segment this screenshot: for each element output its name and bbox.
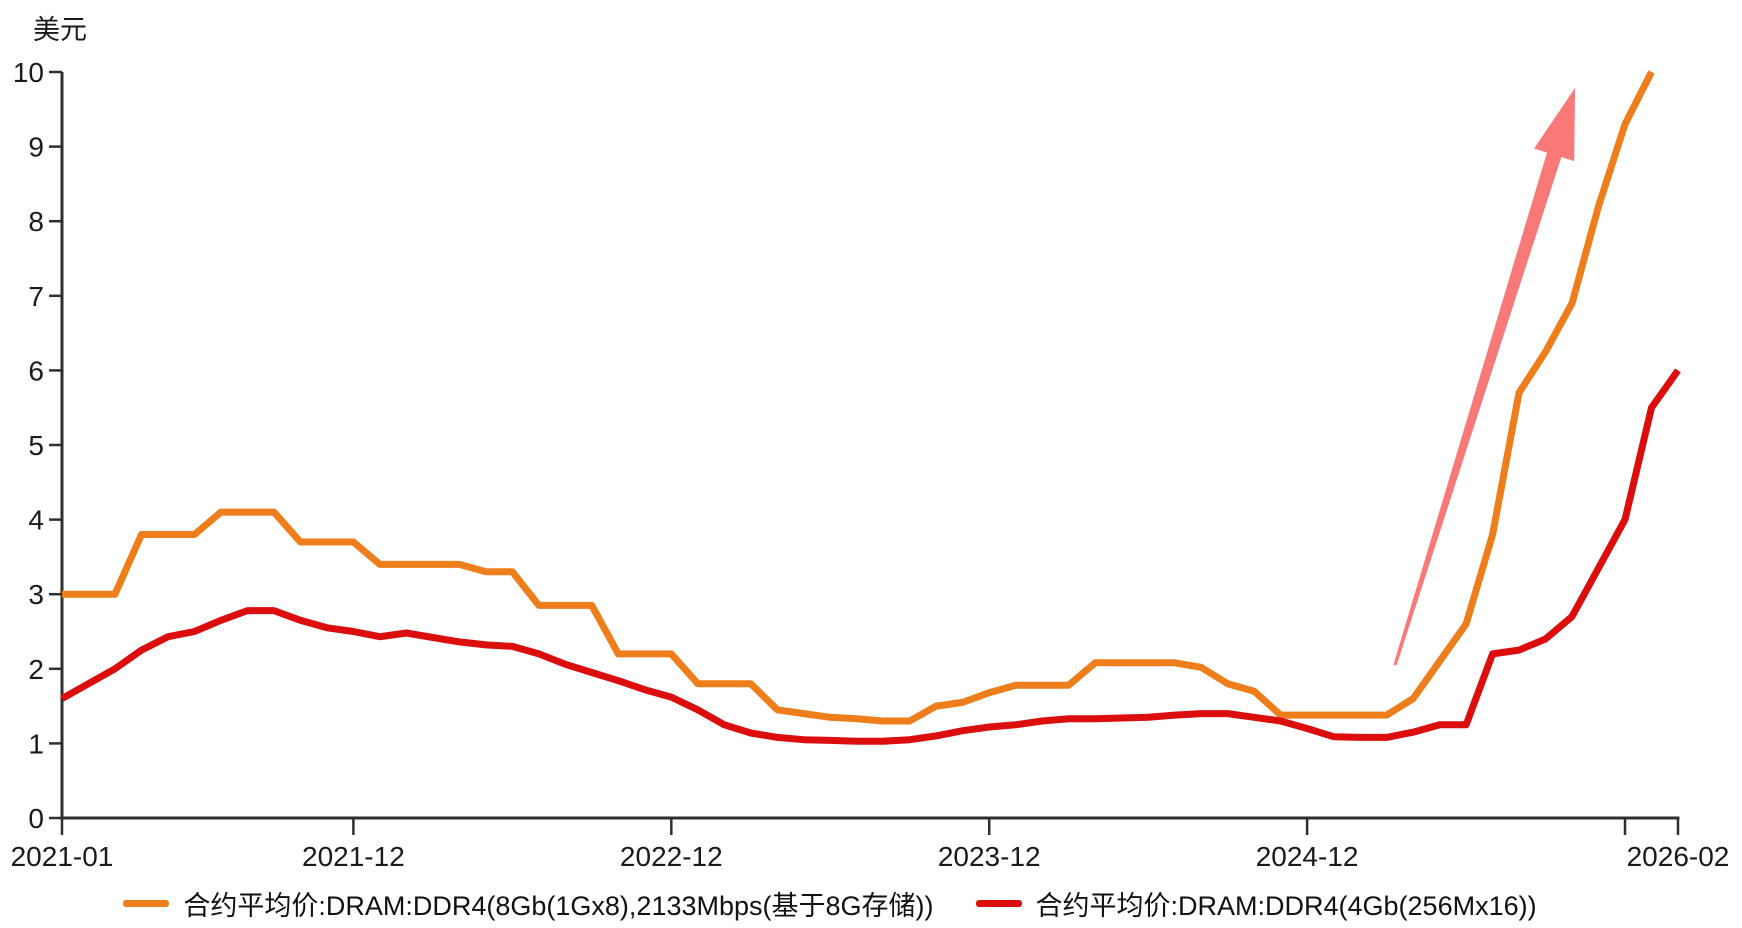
legend-label-ddr4-8gb: 合约平均价:DRAM:DDR4(8Gb(1Gx8),2133Mbps(基于8G存… — [183, 891, 934, 921]
y-tick-label: 9 — [28, 132, 44, 163]
legend-swatch-orange-icon — [123, 900, 170, 907]
series-line-ddr4-8gb — [62, 70, 1655, 725]
legend-item-ddr4-4gb[interactable]: 合约平均价:DRAM:DDR4(4Gb(256Mx16)) — [975, 884, 1537, 923]
y-tick-label: 10 — [13, 57, 44, 88]
legend-label-ddr4-4gb: 合约平均价:DRAM:DDR4(4Gb(256Mx16)) — [1035, 891, 1537, 921]
x-tick-label: 2021-01 — [11, 841, 114, 872]
series-line-ddr4-4gb — [60, 368, 1681, 745]
x-tick-label: 2023-12 — [938, 841, 1041, 872]
y-tick-label: 7 — [28, 281, 44, 312]
y-tick-label: 4 — [28, 505, 44, 536]
y-axis-title: 美元 — [33, 15, 87, 45]
y-tick-label: 5 — [28, 430, 44, 461]
y-tick-label: 0 — [28, 803, 44, 834]
y-tick-label: 6 — [28, 355, 44, 386]
y-tick-label: 2 — [28, 654, 44, 685]
y-tick-label: 3 — [28, 579, 44, 610]
y-tick-label: 8 — [28, 206, 44, 237]
x-tick-label: 2021-12 — [302, 841, 405, 872]
legend: 合约平均价:DRAM:DDR4(8Gb(1Gx8),2133Mbps(基于8G存… — [0, 884, 1660, 923]
legend-item-ddr4-8gb[interactable]: 合约平均价:DRAM:DDR4(8Gb(1Gx8),2133Mbps(基于8G存… — [123, 884, 934, 923]
x-tick-label: 2022-12 — [620, 841, 723, 872]
y-tick-label: 1 — [28, 728, 44, 759]
x-tick-label: 2024-12 — [1256, 841, 1359, 872]
legend-swatch-red-icon — [975, 900, 1022, 907]
x-tick-label: 2026-02 — [1627, 841, 1730, 872]
surge-arrow-annotation-icon — [1393, 88, 1575, 666]
